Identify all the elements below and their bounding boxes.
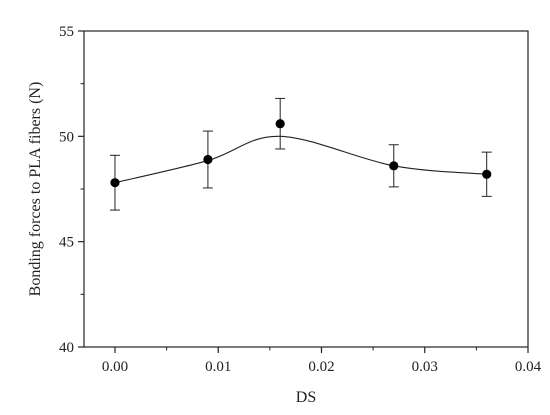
data-point <box>482 169 492 179</box>
y-axis-title: Bonding forces to PLA fibers (N) <box>27 82 44 297</box>
data-point <box>110 178 120 188</box>
data-point <box>275 119 285 129</box>
data-point <box>203 154 213 165</box>
x-tick-label: 0.00 <box>102 359 128 375</box>
plot-border <box>83 30 529 348</box>
x-tick-label: 0.03 <box>412 359 438 375</box>
y-tick-label: 55 <box>59 24 74 40</box>
x-tick-label: 0.04 <box>515 359 542 375</box>
x-tick-label: 0.02 <box>308 359 334 375</box>
error-bar-layer <box>109 97 492 211</box>
data-point-layer <box>110 119 492 188</box>
x-axis-title: DS <box>296 389 316 406</box>
y-tick-label: 50 <box>59 129 74 145</box>
y-tick-label: 40 <box>59 340 74 356</box>
y-axis: 40 45 50 55 <box>59 24 84 356</box>
x-tick-label: 0.01 <box>205 359 231 375</box>
y-tick-label: 45 <box>59 235 74 251</box>
data-point <box>389 161 399 171</box>
fit-curve-layer <box>114 135 487 184</box>
x-axis: 0.00 0.01 0.02 0.03 0.04 <box>102 347 542 375</box>
fit-curve <box>114 135 487 184</box>
plot-frame <box>83 30 529 348</box>
